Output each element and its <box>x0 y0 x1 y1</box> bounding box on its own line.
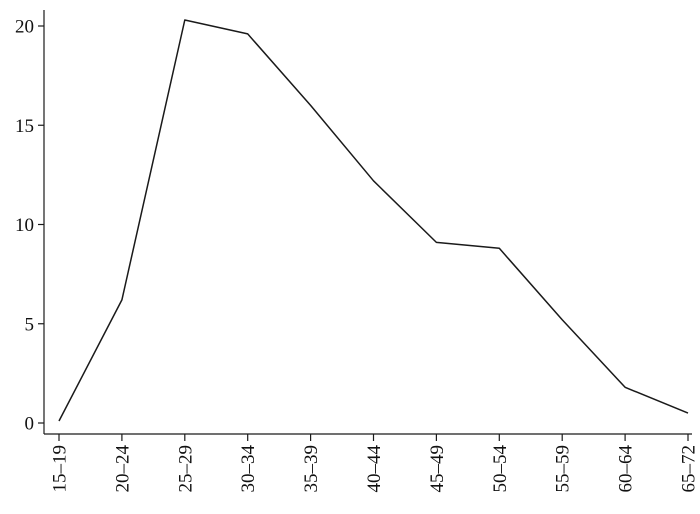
x-tick-label: 45–49 <box>427 445 448 493</box>
x-tick-label: 35–39 <box>301 445 322 493</box>
y-tick-label: 5 <box>25 314 35 335</box>
x-tick-label: 60–64 <box>616 445 637 493</box>
x-tick-label: 55–59 <box>553 445 574 493</box>
x-ticks: 15–19 20–24 25–29 30–34 35–39 40–44 45–49 50–54… <box>50 434 700 493</box>
x-tick-label: 65–72 <box>679 445 700 493</box>
x-tick-label: 30–34 <box>238 445 259 493</box>
x-axis: 15–19 20–24 25–29 30–34 35–39 40–44 45–49 50–54… <box>44 433 700 493</box>
x-tick-label: 25–29 <box>175 445 196 493</box>
x-tick-label: 40–44 <box>364 445 385 493</box>
series-line <box>58 19 689 422</box>
y-ticks: 0 5 10 15 20 <box>15 17 44 435</box>
x-tick-label: 15–19 <box>50 445 71 493</box>
y-tick-label: 10 <box>15 215 34 236</box>
y-axis: 0 5 10 15 20 <box>15 10 45 435</box>
x-tick-label: 50–54 <box>490 445 511 493</box>
y-tick-label: 0 <box>25 414 35 435</box>
x-tick-label: 20–24 <box>112 445 133 493</box>
y-tick-label: 20 <box>15 17 34 38</box>
y-tick-label: 15 <box>15 116 34 137</box>
plot-series <box>58 19 689 422</box>
